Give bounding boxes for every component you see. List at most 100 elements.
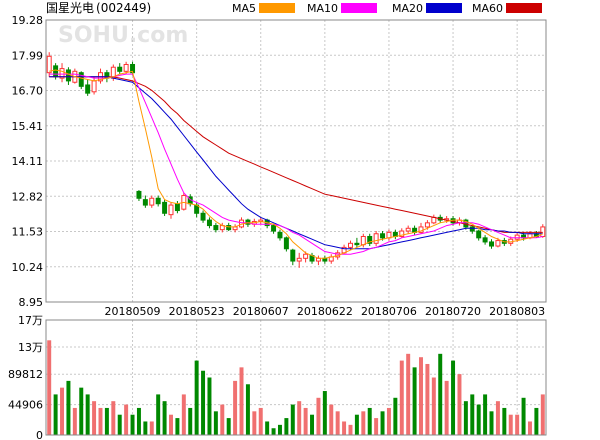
ma60-line — [49, 76, 543, 233]
volume-bar — [162, 401, 167, 435]
volume-bar — [290, 404, 295, 435]
candle — [174, 200, 180, 214]
candle — [277, 229, 283, 241]
legend-item: MA20 — [392, 2, 462, 15]
volume-bar — [124, 404, 129, 435]
volume-tick-label: 13万 — [18, 341, 43, 354]
legend-item: MA5 — [232, 2, 295, 15]
legend-label: MA5 — [232, 2, 256, 15]
volume-bar — [431, 377, 436, 435]
ma20-line — [49, 76, 543, 250]
volume-bar — [226, 418, 231, 435]
volume-tick-label: 0 — [36, 429, 43, 440]
candle-body — [367, 235, 373, 244]
volume-bar — [117, 414, 122, 435]
ma5-line — [49, 69, 543, 259]
volume-bar — [444, 380, 449, 435]
moving-average-lines — [49, 69, 543, 259]
volume-tick-label: 89812 — [8, 368, 43, 381]
candle — [418, 222, 424, 234]
volume-bar — [386, 407, 391, 435]
price-tick-label: 16.70 — [12, 85, 44, 98]
grid — [46, 20, 546, 435]
volume-bar — [277, 424, 282, 435]
candle-body — [424, 222, 430, 228]
price-panel-frame — [45, 19, 547, 303]
candle-body — [85, 84, 91, 94]
volume-panel-frame — [45, 319, 547, 436]
candle — [149, 195, 155, 208]
candle-body — [495, 240, 501, 247]
volume-bar — [310, 414, 315, 435]
legend-swatch — [259, 3, 295, 13]
volume-bar — [220, 404, 225, 435]
volume-bar — [271, 428, 276, 435]
candle-body — [53, 65, 59, 78]
volume-bar — [66, 380, 71, 435]
candle — [271, 224, 277, 234]
candle — [117, 63, 123, 75]
candle-body — [78, 72, 84, 87]
date-tick-label: 20180720 — [425, 305, 481, 318]
volume-bar — [470, 394, 475, 435]
candle — [482, 235, 488, 245]
volume-bar — [265, 421, 270, 435]
price-panel — [46, 52, 546, 268]
volume-bar — [303, 407, 308, 435]
candle — [162, 199, 168, 217]
candle-body — [277, 231, 283, 239]
candle-body — [174, 203, 180, 212]
volume-bar — [521, 397, 526, 435]
candle — [322, 255, 328, 264]
candle — [136, 190, 142, 201]
volume-bar — [252, 411, 257, 435]
date-tick-label: 20180622 — [297, 305, 353, 318]
candle-body — [489, 241, 494, 247]
candle-body — [168, 204, 174, 216]
candle — [290, 248, 296, 266]
volume-bar — [98, 407, 103, 435]
candle-body — [155, 197, 161, 205]
volume-tick-label: 17万 — [18, 314, 43, 327]
date-tick-label: 20180706 — [361, 305, 417, 318]
candle-body — [206, 219, 212, 227]
candle — [91, 76, 97, 95]
volume-bar — [207, 377, 212, 435]
volume-bar — [329, 404, 334, 435]
candle-body — [482, 237, 488, 243]
candle-body — [142, 199, 148, 206]
volume-bar — [213, 411, 218, 435]
volume-bar — [393, 397, 398, 435]
volume-bar — [399, 360, 404, 435]
candle — [78, 71, 84, 90]
candle — [540, 224, 546, 238]
legend-swatch — [341, 3, 377, 13]
volume-bar — [361, 411, 366, 435]
candle-body — [303, 253, 309, 259]
candle — [142, 195, 148, 208]
volume-bar — [495, 401, 500, 435]
candle-body — [213, 225, 219, 231]
legend-label: MA60 — [472, 2, 503, 15]
volume-bar — [85, 394, 90, 435]
volume-tick-label: 44906 — [8, 399, 43, 412]
volume-bar — [245, 384, 250, 435]
volume-bar — [374, 418, 379, 435]
volume-bar — [233, 380, 238, 435]
candle-body — [405, 227, 411, 232]
candle-body — [123, 63, 129, 72]
volume-bar — [47, 340, 52, 435]
candle-body — [476, 230, 482, 239]
volume-bar — [316, 397, 321, 435]
volume-bar — [143, 421, 148, 435]
volume-bar — [169, 414, 173, 435]
volume-bar — [111, 401, 116, 435]
price-tick-label: 11.53 — [12, 226, 44, 239]
volume-bar — [502, 407, 507, 435]
candle-body — [380, 233, 386, 239]
legend-swatch — [426, 3, 462, 13]
legend-item: MA60 — [472, 2, 542, 15]
volume-bar — [348, 424, 353, 435]
candle-body — [91, 80, 97, 93]
candle-body — [354, 242, 360, 246]
